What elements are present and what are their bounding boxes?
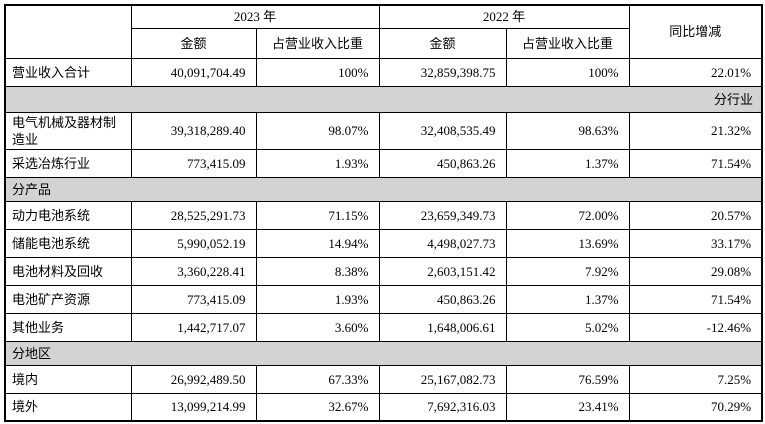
table-row-energy-storage: 储能电池系统 5,990,052.19 14.94% 4,498,027.73 … xyxy=(4,228,763,258)
section-label: 分地区 xyxy=(4,340,763,366)
yoy-change: 71.54% xyxy=(628,148,763,178)
amount-2023: 28,525,291.73 xyxy=(130,200,257,230)
table-row-power-battery: 动力电池系统 28,525,291.73 71.15% 23,659,349.7… xyxy=(4,200,763,230)
amount-2023: 13,099,214.99 xyxy=(130,392,257,422)
share-2022: 1.37% xyxy=(505,284,630,314)
share-2022: 13.69% xyxy=(505,228,630,258)
row-label: 营业收入合计 xyxy=(4,57,132,87)
share-2022: 98.63% xyxy=(505,111,630,150)
share-2022: 72.00% xyxy=(505,200,630,230)
share-2022: 5.02% xyxy=(505,312,630,342)
table-row-domestic: 境内 26,992,489.50 67.33% 25,167,082.73 76… xyxy=(4,364,763,394)
section-row-by-product: 分产品 xyxy=(4,176,763,202)
row-label: 其他业务 xyxy=(4,312,132,342)
share-2022: 7.92% xyxy=(505,256,630,286)
amount-2023: 773,415.09 xyxy=(130,284,257,314)
table-row-other-business: 其他业务 1,442,717.07 3.60% 1,648,006.61 5.0… xyxy=(4,312,763,342)
amount-2022: 32,408,535.49 xyxy=(378,111,507,150)
yoy-change: 70.29% xyxy=(628,392,763,422)
row-label: 电气机械及器材制造业 xyxy=(4,111,132,150)
share-2023: 1.93% xyxy=(255,284,380,314)
share-2023: 32.67% xyxy=(255,392,380,422)
share-2023: 1.93% xyxy=(255,148,380,178)
section-row-by-industry: 分行业 xyxy=(4,85,763,113)
amount-2023: 3,360,228.41 xyxy=(130,256,257,286)
header-yoy-change: 同比增减 xyxy=(628,4,763,59)
yoy-change: 21.32% xyxy=(628,111,763,150)
row-label: 动力电池系统 xyxy=(4,200,132,230)
amount-2022: 23,659,349.73 xyxy=(378,200,507,230)
yoy-change: 71.54% xyxy=(628,284,763,314)
header-share-2022: 占营业收入比重 xyxy=(505,27,630,59)
yoy-change: 7.25% xyxy=(628,364,763,394)
share-2023: 3.60% xyxy=(255,312,380,342)
amount-2022: 450,863.26 xyxy=(378,284,507,314)
amount-2023: 1,442,717.07 xyxy=(130,312,257,342)
share-2022: 1.37% xyxy=(505,148,630,178)
table-row-overseas: 境外 13,099,214.99 32.67% 7,692,316.03 23.… xyxy=(4,392,763,422)
yoy-change: -12.46% xyxy=(628,312,763,342)
yoy-change: 22.01% xyxy=(628,57,763,87)
share-2023: 71.15% xyxy=(255,200,380,230)
row-label: 境外 xyxy=(4,392,132,422)
header-share-2023: 占营业收入比重 xyxy=(255,27,380,59)
table-row-mining-smelting: 采选冶炼行业 773,415.09 1.93% 450,863.26 1.37%… xyxy=(4,148,763,178)
row-label: 采选冶炼行业 xyxy=(4,148,132,178)
amount-2023: 39,318,289.40 xyxy=(130,111,257,150)
share-2023: 8.38% xyxy=(255,256,380,286)
section-row-by-region: 分地区 xyxy=(4,340,763,366)
amount-2022: 32,859,398.75 xyxy=(378,57,507,87)
share-2023: 100% xyxy=(255,57,380,87)
amount-2022: 4,498,027.73 xyxy=(378,228,507,258)
header-row-years: 2023 年 2022 年 同比增减 xyxy=(4,4,763,59)
header-year-2023: 2023 年 xyxy=(130,4,380,29)
amount-2023: 26,992,489.50 xyxy=(130,364,257,394)
table-row-battery-minerals: 电池矿产资源 773,415.09 1.93% 450,863.26 1.37%… xyxy=(4,284,763,314)
amount-2022: 7,692,316.03 xyxy=(378,392,507,422)
share-2023: 67.33% xyxy=(255,364,380,394)
row-label: 储能电池系统 xyxy=(4,228,132,258)
amount-2023: 5,990,052.19 xyxy=(130,228,257,258)
share-2022: 76.59% xyxy=(505,364,630,394)
row-label: 电池材料及回收 xyxy=(4,256,132,286)
amount-2022: 1,648,006.61 xyxy=(378,312,507,342)
amount-2022: 25,167,082.73 xyxy=(378,364,507,394)
section-label: 分行业 xyxy=(4,85,763,113)
amount-2023: 773,415.09 xyxy=(130,148,257,178)
yoy-change: 33.17% xyxy=(628,228,763,258)
amount-2022: 2,603,151.42 xyxy=(378,256,507,286)
table-row-battery-materials: 电池材料及回收 3,360,228.41 8.38% 2,603,151.42 … xyxy=(4,256,763,286)
header-corner-cell xyxy=(4,4,132,59)
section-label: 分产品 xyxy=(4,176,763,202)
table-row-total-revenue: 营业收入合计 40,091,704.49 100% 32,859,398.75 … xyxy=(4,57,763,87)
yoy-change: 29.08% xyxy=(628,256,763,286)
share-2022: 100% xyxy=(505,57,630,87)
share-2023: 98.07% xyxy=(255,111,380,150)
amount-2022: 450,863.26 xyxy=(378,148,507,178)
header-row-subcolumns: 金额 占营业收入比重 金额 占营业收入比重 xyxy=(5,27,762,59)
header-amount-2023: 金额 xyxy=(130,27,257,59)
row-label: 境内 xyxy=(4,364,132,394)
yoy-change: 20.57% xyxy=(628,200,763,230)
share-2023: 14.94% xyxy=(255,228,380,258)
table-row-electrical-machinery: 电气机械及器材制造业 39,318,289.40 98.07% 32,408,5… xyxy=(4,111,763,150)
header-year-2022: 2022 年 xyxy=(378,4,630,29)
revenue-breakdown-table: 2023 年 2022 年 同比增减 金额 占营业收入比重 金额 占营业收入比重… xyxy=(4,4,764,422)
share-2022: 23.41% xyxy=(505,392,630,422)
row-label: 电池矿产资源 xyxy=(4,284,132,314)
header-amount-2022: 金额 xyxy=(378,27,507,59)
amount-2023: 40,091,704.49 xyxy=(130,57,257,87)
